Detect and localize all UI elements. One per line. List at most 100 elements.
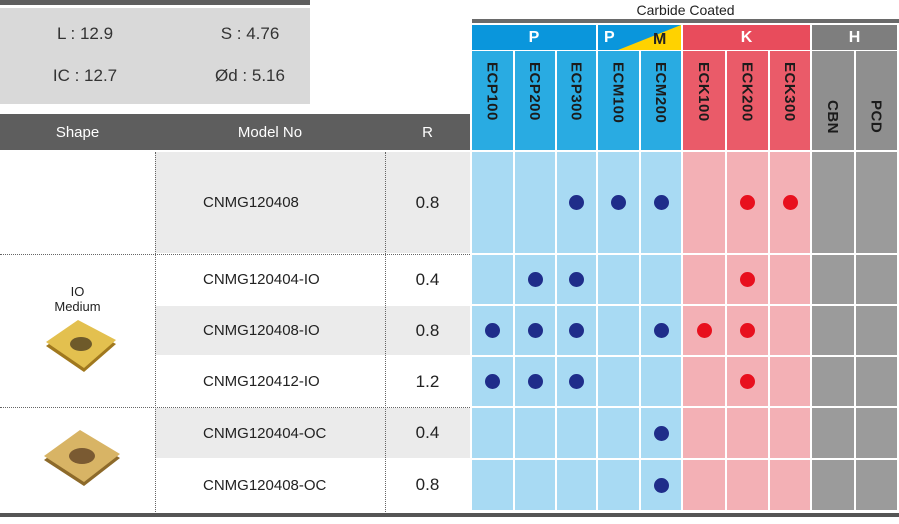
- group-label: P: [528, 28, 540, 46]
- spec-text: L : 12.9: [56, 24, 114, 43]
- spec-text: S : 4.76: [220, 24, 280, 43]
- grade-cell: [641, 357, 681, 406]
- availability-dot: [653, 477, 669, 493]
- spec-bar: [0, 0, 310, 5]
- insert-image-io: [46, 320, 116, 372]
- r-cell: 1.2: [385, 357, 470, 406]
- grade-cell: [812, 255, 854, 304]
- grade-cell: [472, 408, 513, 458]
- grade-cell: [598, 152, 639, 253]
- grade-cell: [856, 306, 897, 355]
- availability-dot: [527, 272, 543, 287]
- availability-dot: [569, 323, 584, 338]
- model-cell: CNMG120408-IO: [155, 306, 385, 355]
- grade-cell: [770, 357, 810, 406]
- spec-text: Ød : 5.16: [215, 66, 285, 85]
- grade-cell: [472, 357, 513, 406]
- availability-dot: [740, 374, 755, 389]
- grade-cell: [856, 460, 897, 510]
- availability-dot: [611, 195, 626, 210]
- r-cell: 0.4: [385, 408, 470, 458]
- grade-cell: [641, 460, 681, 510]
- availability-dot: [569, 195, 584, 210]
- availability-dot: [485, 374, 500, 389]
- r-cell: 0.4: [385, 255, 470, 304]
- grade-header-bg: [598, 51, 639, 150]
- r-cell: 0.8: [385, 460, 470, 510]
- grade-header-bg: [856, 51, 897, 150]
- grade-cell: [515, 152, 555, 253]
- availability-dot: [696, 323, 712, 338]
- grade-cell: [812, 357, 854, 406]
- grade-cell: [683, 152, 725, 253]
- grade-cell: [812, 306, 854, 355]
- availability-dot: [569, 374, 584, 389]
- availability-dot: [782, 195, 798, 210]
- grade-cell: [727, 357, 768, 406]
- model-cell: CNMG120408-OC: [155, 460, 385, 510]
- model-cell: CNMG120404-IO: [155, 255, 385, 304]
- grade-header: ECM100: [609, 62, 627, 124]
- grade-cell: [641, 408, 681, 458]
- group-header: [683, 25, 810, 50]
- header: Model No: [155, 114, 385, 150]
- grade-cell: [770, 255, 810, 304]
- grade-cell: [557, 408, 596, 458]
- group-header: [812, 25, 897, 50]
- availability-dot: [653, 425, 669, 441]
- grade-cell: [727, 152, 768, 253]
- grade-cell: [557, 306, 596, 355]
- grade-cell: [641, 152, 681, 253]
- grade-cell: [856, 357, 897, 406]
- grade-cell: [856, 152, 897, 253]
- grade-cell: [557, 152, 596, 253]
- grade-cell: [515, 306, 555, 355]
- grade-cell: [598, 408, 639, 458]
- grade-header: ECP300: [567, 62, 585, 121]
- header: R: [385, 114, 470, 150]
- grade-header: ECK300: [781, 62, 798, 122]
- grade-cell: [812, 408, 854, 458]
- insert-image-oc: [44, 430, 120, 486]
- grade-cell: [683, 408, 725, 458]
- grade-cell: [727, 306, 768, 355]
- availability-dot: [653, 195, 669, 210]
- grade-header-bg: [641, 51, 681, 150]
- model-cell: CNMG120408: [155, 152, 385, 253]
- grade-cell: [472, 255, 513, 304]
- group-label: P: [604, 29, 615, 46]
- grade-cell: [515, 408, 555, 458]
- grade-cell: [557, 357, 596, 406]
- group-header: [598, 25, 681, 50]
- separator: [385, 152, 386, 512]
- grade-cell: [683, 357, 725, 406]
- availability-dot: [569, 272, 584, 287]
- grade-cell: [683, 306, 725, 355]
- grade-cell: [812, 152, 854, 253]
- separator: [155, 152, 156, 512]
- grade-cell: [641, 255, 681, 304]
- grade-cell: [472, 152, 513, 253]
- group-label: M: [653, 31, 667, 48]
- group-header: [472, 25, 596, 50]
- grade-cell: [727, 255, 768, 304]
- grade-cell: [683, 255, 725, 304]
- grade-header-bg: [770, 51, 810, 150]
- group-label: K: [740, 28, 753, 46]
- grade-cell: [770, 408, 810, 458]
- model-cell: CNMG120404-OC: [155, 408, 385, 458]
- bottom-rule: [0, 513, 899, 517]
- grade-cell: [770, 152, 810, 253]
- grade-header: ECK200: [738, 62, 756, 122]
- grade-cell: [515, 357, 555, 406]
- r-cell: 0.8: [385, 306, 470, 355]
- grade-cell: [856, 408, 897, 458]
- availability-dot: [485, 323, 500, 338]
- grade-cell: [598, 306, 639, 355]
- grade-cell: [598, 357, 639, 406]
- grade-cell: [557, 460, 596, 510]
- grade-cell: [812, 460, 854, 510]
- availability-dot: [740, 195, 755, 210]
- grade-cell: [727, 460, 768, 510]
